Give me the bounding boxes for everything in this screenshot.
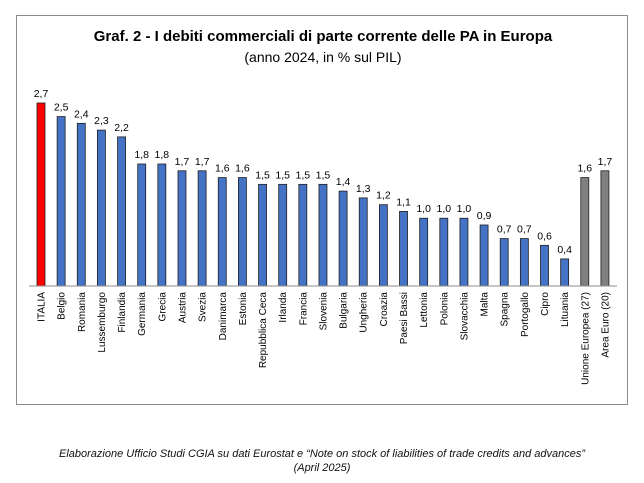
category-label-7: Austria	[177, 292, 188, 324]
value-label-12: 1,5	[275, 169, 290, 181]
category-label-20: Polonia	[439, 292, 450, 326]
value-label-1: 2,5	[54, 102, 69, 114]
bar-25	[540, 244, 549, 287]
value-label-15: 1,4	[336, 176, 351, 188]
chart-title: Graf. 2 - I debiti commerciali di parte …	[94, 28, 553, 45]
value-label-25: 0,6	[537, 230, 552, 242]
value-label-8: 1,7	[195, 156, 210, 168]
bar-0	[36, 102, 46, 287]
bar-24	[519, 238, 529, 287]
category-label-24: Portogallo	[520, 292, 531, 337]
category-label-22: Malta	[480, 292, 491, 317]
value-label-10: 1,6	[235, 163, 250, 175]
value-label-27: 1,6	[577, 163, 592, 175]
bar-19	[419, 217, 429, 287]
category-label-3: Lussemburgo	[97, 292, 108, 353]
bar-15	[338, 190, 348, 287]
source-caption-line-1: Elaborazione Ufficio Studi CGIA su dati …	[58, 448, 586, 460]
value-label-17: 1,2	[376, 190, 391, 202]
value-label-6: 1,8	[155, 149, 170, 161]
category-label-4: Finlandia	[117, 292, 128, 333]
bar-chart: Graf. 2 - I debiti commerciali di parte …	[29, 28, 617, 385]
category-label-19: Lettonia	[419, 292, 430, 328]
bar-14	[318, 183, 328, 287]
bar-6	[157, 163, 167, 287]
bar-10	[237, 177, 247, 287]
bar-1	[56, 116, 66, 287]
bar-18	[399, 211, 408, 287]
category-label-1: Belgio	[57, 292, 68, 320]
category-label-16: Ungheria	[359, 292, 370, 333]
bar-13	[298, 183, 308, 287]
source-caption: Elaborazione Ufficio Studi CGIA su dati …	[0, 447, 644, 475]
category-label-21: Slovacchia	[459, 292, 470, 341]
source-caption-line-2: (April 2025)	[293, 462, 351, 474]
category-label-12: Irlanda	[278, 292, 289, 323]
category-label-11: Repubblica Ceca	[258, 292, 269, 369]
value-label-11: 1,5	[255, 169, 270, 181]
category-label-6: Grecia	[157, 292, 168, 322]
bar-12	[278, 183, 288, 287]
bars-group	[36, 102, 610, 287]
bar-7	[177, 170, 187, 287]
category-label-27: Unione Europea (27)	[580, 292, 591, 385]
category-label-15: Bulgaria	[339, 292, 350, 329]
value-label-24: 0,7	[517, 224, 532, 236]
value-label-16: 1,3	[356, 183, 371, 195]
value-label-23: 0,7	[497, 224, 512, 236]
bar-27	[580, 177, 590, 287]
category-labels-group: ITALIA Belgio Romania Lussemburgo Finlandia G…	[37, 292, 612, 385]
bar-5	[137, 163, 147, 287]
bar-2	[76, 122, 86, 287]
value-label-2: 2,4	[74, 108, 89, 120]
bar-11	[258, 183, 267, 287]
value-label-4: 2,2	[114, 122, 129, 134]
value-label-13: 1,5	[296, 169, 311, 181]
value-label-20: 1,0	[436, 203, 451, 215]
bar-23	[499, 238, 509, 287]
value-label-18: 1,1	[396, 196, 411, 208]
bar-8	[197, 170, 207, 287]
category-label-18: Paesi Bassi	[399, 292, 410, 344]
value-label-28: 1,7	[598, 156, 613, 168]
value-label-22: 0,9	[477, 210, 492, 222]
chart-panel: Graf. 2 - I debiti commerciali di parte …	[16, 15, 628, 405]
category-label-13: Francia	[298, 292, 309, 326]
value-label-5: 1,8	[134, 149, 149, 161]
category-label-5: Germania	[137, 292, 148, 336]
category-label-8: Svezia	[198, 292, 209, 322]
value-labels-group: 2,7 2,5 2,4 2,3 2,2 1,8 1,8 1,7 1,7 1,6 1,6 1,5 1,5 1…	[34, 88, 613, 256]
value-label-7: 1,7	[175, 156, 190, 168]
bar-21	[459, 217, 469, 287]
value-label-21: 1,0	[457, 203, 472, 215]
category-label-10: Estonia	[238, 292, 249, 326]
category-label-14: Slovenia	[318, 292, 329, 331]
value-label-0: 2,7	[34, 88, 49, 100]
bar-4	[117, 136, 126, 287]
bar-3	[97, 129, 106, 287]
value-label-3: 2,3	[94, 115, 109, 127]
bar-17	[378, 204, 388, 287]
value-label-26: 0,4	[557, 244, 572, 256]
bar-26	[560, 258, 570, 287]
category-label-2: Romania	[77, 292, 88, 332]
value-label-14: 1,5	[316, 169, 331, 181]
category-label-25: Cipro	[540, 292, 551, 316]
bar-20	[439, 217, 449, 287]
bar-28	[600, 170, 610, 287]
value-label-9: 1,6	[215, 163, 230, 175]
bar-22	[479, 224, 489, 287]
category-label-28: Area Euro (20)	[600, 292, 611, 358]
category-label-23: Spagna	[500, 292, 511, 327]
category-label-9: Danimarca	[218, 292, 229, 341]
category-label-17: Croazia	[379, 292, 390, 327]
chart-subtitle: (anno 2024, in % sul PIL)	[244, 49, 401, 65]
value-label-19: 1,0	[416, 203, 431, 215]
bar-9	[217, 177, 227, 287]
category-label-26: Lituania	[560, 292, 571, 327]
bar-16	[358, 197, 368, 287]
category-label-0: ITALIA	[37, 292, 48, 322]
